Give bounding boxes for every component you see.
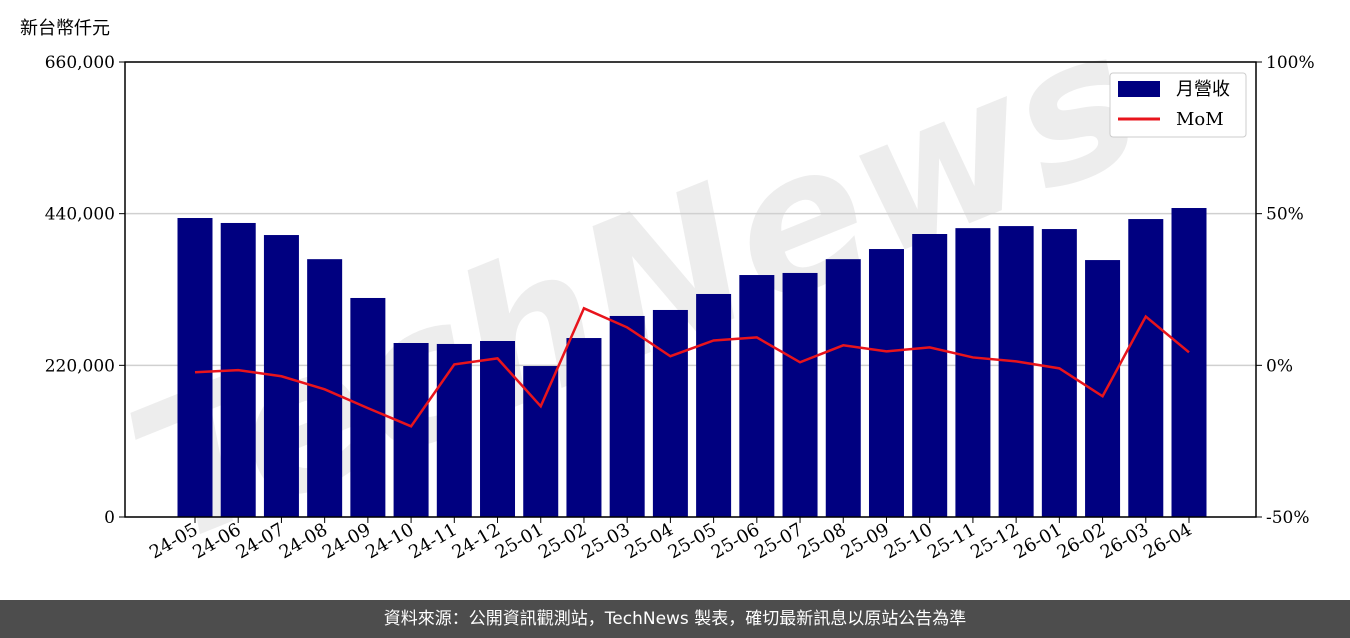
y2-tick-label: -50%	[1266, 508, 1310, 528]
y-tick-label: 660,000	[45, 53, 115, 73]
bar	[868, 249, 904, 517]
bar	[998, 226, 1034, 518]
x-tick-label: 25-02	[535, 519, 590, 563]
x-tick-label: 25-03	[578, 519, 633, 563]
bar	[480, 340, 516, 517]
bar	[739, 275, 775, 517]
bar	[566, 338, 602, 517]
x-tick-label: 25-07	[751, 519, 806, 563]
plot-frame	[124, 61, 1257, 518]
bar	[825, 259, 861, 517]
bar	[177, 218, 213, 518]
x-tick-label: 25-08	[794, 519, 849, 563]
x-tick-label: 25-10	[881, 519, 936, 563]
y-axis-label: 新台幣仟元	[20, 18, 110, 39]
x-tick-label: 25-09	[838, 519, 893, 563]
x-tick-label: 24-12	[449, 519, 504, 563]
x-tick-label: 24-11	[405, 519, 460, 563]
x-tick-label: 24-10	[362, 519, 417, 563]
mom-line	[194, 306, 1190, 428]
bar	[1041, 229, 1077, 517]
y-tick-label: 0	[104, 508, 115, 528]
bar	[652, 309, 688, 517]
bar	[393, 342, 429, 517]
x-tick-label: 25-04	[621, 519, 676, 563]
bar	[436, 343, 472, 517]
x-tick-label: 25-06	[708, 519, 763, 563]
bar	[782, 272, 818, 517]
y-tick-label: 440,000	[45, 205, 115, 225]
x-tick-label: 26-04	[1140, 519, 1195, 563]
y2-tick-label: 50%	[1266, 205, 1304, 225]
x-tick-label: 25-05	[665, 519, 720, 563]
y-tick-label: 220,000	[45, 356, 115, 376]
bar	[1171, 208, 1207, 517]
bar	[1128, 219, 1164, 517]
chart: TechNews新台幣仟元0220,000440,000660,000-50%0…	[20, 0, 1315, 588]
x-tick-label: 26-03	[1097, 519, 1152, 563]
bar	[696, 293, 732, 517]
legend-label: MoM	[1176, 109, 1224, 130]
legend-swatch	[1118, 81, 1160, 97]
x-tick-label: 25-11	[924, 519, 979, 563]
x-tick-label: 26-02	[1054, 519, 1109, 563]
x-tick-label: 26-01	[1010, 519, 1065, 563]
y2-tick-label: 100%	[1266, 53, 1315, 73]
y2-tick-label: 0%	[1266, 356, 1293, 376]
bar	[955, 228, 991, 518]
footer: 資料來源：公開資訊觀測站，TechNews 製表，確切最新訊息以原站公告為準	[0, 600, 1350, 638]
x-tick-label: 25-12	[967, 519, 1022, 563]
bar	[523, 366, 559, 517]
legend-label: 月營收	[1176, 79, 1230, 100]
bar	[609, 315, 645, 517]
bar	[912, 234, 948, 517]
x-tick-label: 25-01	[492, 519, 547, 563]
